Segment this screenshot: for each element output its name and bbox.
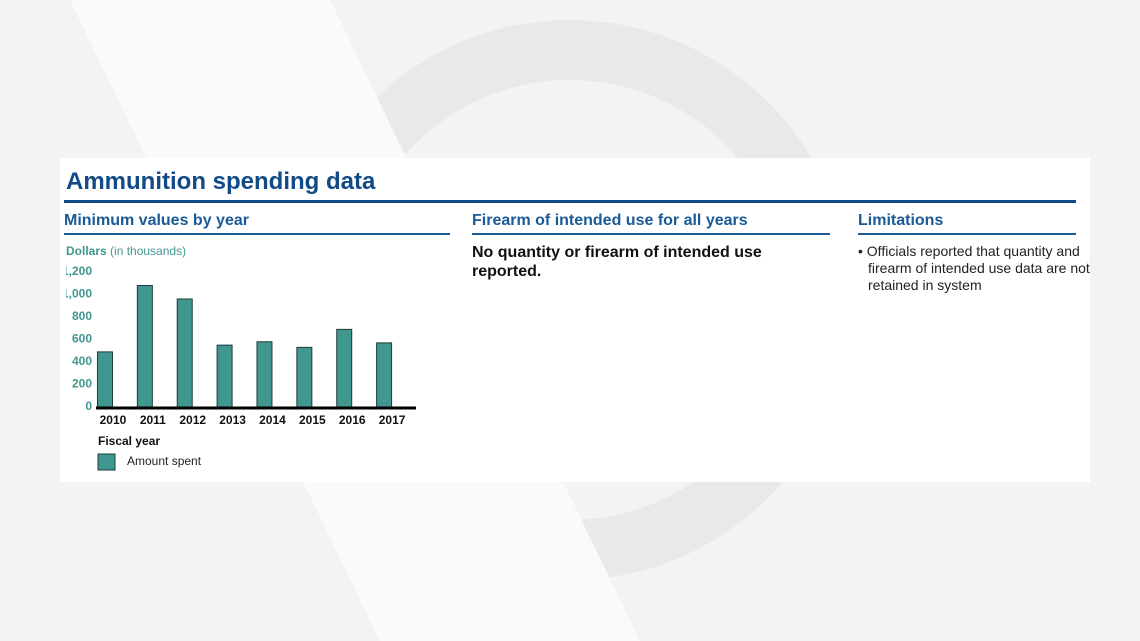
- bar: [256, 341, 273, 408]
- bar: [216, 344, 233, 408]
- bullet: • Officials reported that quantity and f…: [858, 243, 1090, 293]
- y-label: Dollars: [66, 244, 107, 258]
- bullet-text: Officials reported that quantity and fir…: [866, 243, 1090, 293]
- panel: [60, 158, 1090, 482]
- section-body: No quantity or firearm of intended use r…: [472, 244, 762, 280]
- bar: [136, 285, 153, 408]
- section-heading: Minimum values by year: [64, 212, 450, 235]
- x-tick-label: 2013: [219, 413, 246, 427]
- bar: [336, 328, 353, 408]
- x-tick-label: 2017: [379, 413, 406, 427]
- bar: [96, 351, 113, 408]
- section-heading: Firearm of intended use for all years: [472, 212, 830, 235]
- section-heading: Limitations: [858, 212, 1076, 235]
- x-axis-label: Fiscal year: [98, 434, 160, 448]
- y-tick-label: 0: [85, 399, 92, 413]
- y-tick-label: 200: [72, 377, 92, 391]
- y-label-note: (in thousands): [110, 244, 186, 258]
- y-tick-label: 600: [72, 332, 92, 346]
- legend-label: Amount spent: [127, 454, 202, 468]
- x-tick-label: 2014: [259, 413, 286, 427]
- x-tick-label: 2016: [339, 413, 366, 427]
- bar: [176, 298, 193, 408]
- y-tick-label: 800: [72, 309, 92, 323]
- y-tick-label: 1,000: [66, 287, 92, 301]
- legend-swatch: [97, 453, 116, 471]
- x-tick-label: 2012: [179, 413, 206, 427]
- y-axis-label: Dollars (in thousands): [66, 244, 186, 258]
- x-tick-label: 2011: [140, 413, 166, 427]
- bar: [296, 346, 313, 408]
- y-tick-label: 1,200: [66, 264, 92, 278]
- title: Ammunition spending data: [66, 168, 376, 195]
- bar: [376, 342, 393, 408]
- rule: [64, 200, 1076, 203]
- y-tick-label: 400: [72, 354, 92, 368]
- x-tick-label: 2010: [100, 413, 127, 427]
- x-tick-label: 2015: [299, 413, 326, 427]
- chart: Dollars (in thousands) 0 200 400 600 800 1,00…: [66, 244, 416, 471]
